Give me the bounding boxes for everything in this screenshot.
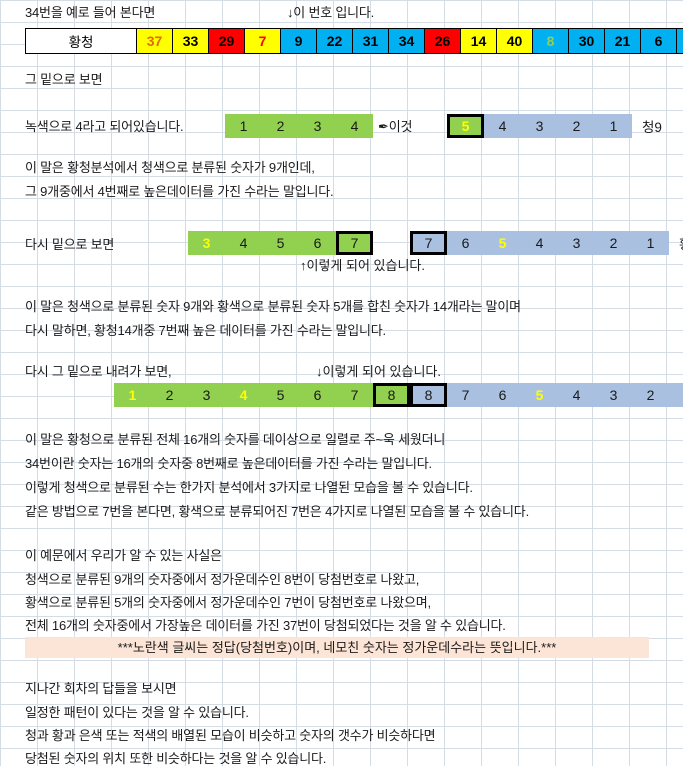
rank-spacer-cell [373, 231, 410, 255]
again-below-label: 다시 밑으로 보면 [25, 237, 115, 252]
arrow-note-up: ↑이렇게 되어 있습니다. [300, 258, 425, 273]
pointer-note-top: ↓이 번호 입니다. [287, 5, 375, 20]
rank-cell: 3 [521, 114, 558, 138]
rank-row-hwangcheong14: 345677654321황청14 [188, 231, 683, 255]
lotto-number-cell: 21 [604, 28, 641, 54]
rank-row-label: 황청14 [669, 231, 683, 255]
lotto-number-cell: 33 [172, 28, 209, 54]
paragraph-3-line-2: 34번이란 숫자는 16개의 숫자중 8번째로 높은데이터를 가진 수라는 말입… [25, 456, 432, 471]
rank-cell: 6 [299, 383, 336, 407]
rank-cell: 6 [484, 383, 521, 407]
lotto-number-cell: 14 [460, 28, 497, 54]
rank-cell: 1 [632, 231, 669, 255]
lotto-number-cell: 30 [568, 28, 605, 54]
lotto-number-cell: 31 [352, 28, 389, 54]
rank-row-total16: 123456788765432116개 [114, 383, 683, 407]
rank-cell: 4 [225, 383, 262, 407]
lotto-number-cell: 8 [532, 28, 569, 54]
paragraph-3-line-3: 이렇게 청색으로 분류된 수는 한가지 분석에서 3가지로 나열된 모습을 볼 … [25, 480, 473, 495]
lotto-number-cell: 9 [280, 28, 317, 54]
rank-cell: 7 [447, 383, 484, 407]
rank-cell: 3 [595, 383, 632, 407]
further-down-label: 다시 그 밑으로 내려가 보면, [25, 364, 172, 379]
lotto-number-cell: 34 [388, 28, 425, 54]
paragraph-4-line-1: 이 예문에서 우리가 알 수 있는 사실은 [25, 548, 222, 563]
paragraph-5-line-3: 청과 황과 은색 또는 적색의 배열된 모습이 비슷하고 숫자의 갯수가 비슷하… [25, 728, 436, 743]
rank-cell: 3 [299, 114, 336, 138]
rank-cell: 4 [484, 114, 521, 138]
paragraph-4-line-2: 청색으로 분류된 9개의 숫자중에서 정가운데수인 8번이 당첨번호로 나왔고, [25, 572, 420, 587]
lotto-number-cell: 22 [316, 28, 353, 54]
rank-cell: 5 [262, 231, 299, 255]
lotto-number-cell: 26 [424, 28, 461, 54]
rank-cell: 2 [151, 383, 188, 407]
rank-cell: 4 [225, 231, 262, 255]
lotto-number-cell: 29 [208, 28, 245, 54]
rank-cell: 1 [595, 114, 632, 138]
rank-cell: 5 [262, 383, 299, 407]
green-four-label: 녹색으로 4라고 되어있습니다. [25, 119, 184, 134]
intro-text: 34번을 예로 들어 본다면 [25, 5, 156, 20]
this-pointer-label: ✒이것 [378, 119, 413, 134]
rank-row-label: 청9 [642, 120, 662, 135]
paragraph-3-line-4: 같은 방법으로 7번을 본다면, 황색으로 분류되어진 7번은 4가지로 나열된… [25, 504, 529, 519]
paragraph-4-line-4: 전체 16개의 숫자중에서 가장높은 데이터를 가진 37번이 당첨되었다는 것… [25, 618, 506, 633]
rank-cell: 4 [521, 231, 558, 255]
rank-cell: 1 [225, 114, 262, 138]
paragraph-5-line-2: 일정한 패턴이 있다는 것을 알 수 있습니다. [25, 705, 249, 720]
rank-spacer-cell [410, 114, 447, 138]
below-text: 그 밑으로 보면 [25, 72, 103, 87]
lotto-strip-label: 황청 [25, 28, 137, 54]
rank-cell: 4 [336, 114, 373, 138]
rank-cell: 4 [558, 383, 595, 407]
arrow-note-down: ↓이렇게 되어 있습니다. [316, 364, 441, 379]
lotto-number-cell: 37 [136, 28, 173, 54]
legend-note-background [25, 637, 649, 658]
rank-cell: 1 [114, 383, 151, 407]
lotto-number-cell: 45 [676, 28, 683, 54]
rank-cell: 2 [595, 231, 632, 255]
lotto-number-strip: 황청3733297922313426144083021645 [25, 28, 683, 54]
rank-cell: 6 [447, 231, 484, 255]
paragraph-1-line-1: 이 말은 황청분석에서 청색으로 분류된 숫자가 9개인데, [25, 160, 315, 175]
lotto-number-cell: 6 [640, 28, 677, 54]
rank-cell: 8 [410, 383, 447, 407]
lotto-number-cell: 40 [496, 28, 533, 54]
rank-cell: 7 [410, 231, 447, 255]
rank-cell: 5 [521, 383, 558, 407]
lotto-number-cell: 7 [244, 28, 281, 54]
paragraph-2-line-1: 이 말은 청색으로 분류된 숫자 9개와 황색으로 분류된 숫자 5개를 합친 … [25, 299, 521, 314]
rank-cell: 6 [299, 231, 336, 255]
paragraph-3-line-1: 이 말은 황청으로 분류된 전체 16개의 숫자를 데이상으로 일렬로 주~욱 … [25, 432, 446, 447]
rank-cell: 3 [188, 231, 225, 255]
rank-cell: 5 [484, 231, 521, 255]
rank-cell: 8 [373, 383, 410, 407]
paragraph-1-line-2: 그 9개중에서 4번째로 높은데이터를 가진 수라는 말입니다. [25, 184, 334, 199]
rank-cell: 2 [558, 114, 595, 138]
rank-cell: 7 [336, 383, 373, 407]
rank-cell: 2 [262, 114, 299, 138]
rank-cell: 3 [558, 231, 595, 255]
legend-note-text: ***노란색 글씨는 정답(당첨번호)이며, 네모친 숫자는 정가운데수라는 뜻… [117, 640, 557, 655]
rank-cell: 7 [336, 231, 373, 255]
paragraph-4-line-3: 황색으로 분류된 5개의 숫자중에서 정가운데수인 7번이 당첨번호로 나왔으며… [25, 595, 431, 610]
paragraph-2-line-2: 다시 말하면, 황청14개중 7번째 높은 데이터를 가진 수라는 말입니다. [25, 323, 386, 338]
rank-cell: 1 [669, 383, 683, 407]
paragraph-5-line-4: 당첨된 숫자의 위치 또한 비슷하다는 것을 알 수 있습니다. [25, 751, 327, 766]
rank-cell: 3 [188, 383, 225, 407]
rank-row-cheong9: 1 2 3 4 5 4 3 2 1 청9 [225, 114, 662, 138]
rank-cell: 5 [447, 114, 484, 138]
paragraph-5-line-1: 지나간 회차의 답들을 보시면 [25, 681, 177, 696]
rank-cell: 2 [632, 383, 669, 407]
